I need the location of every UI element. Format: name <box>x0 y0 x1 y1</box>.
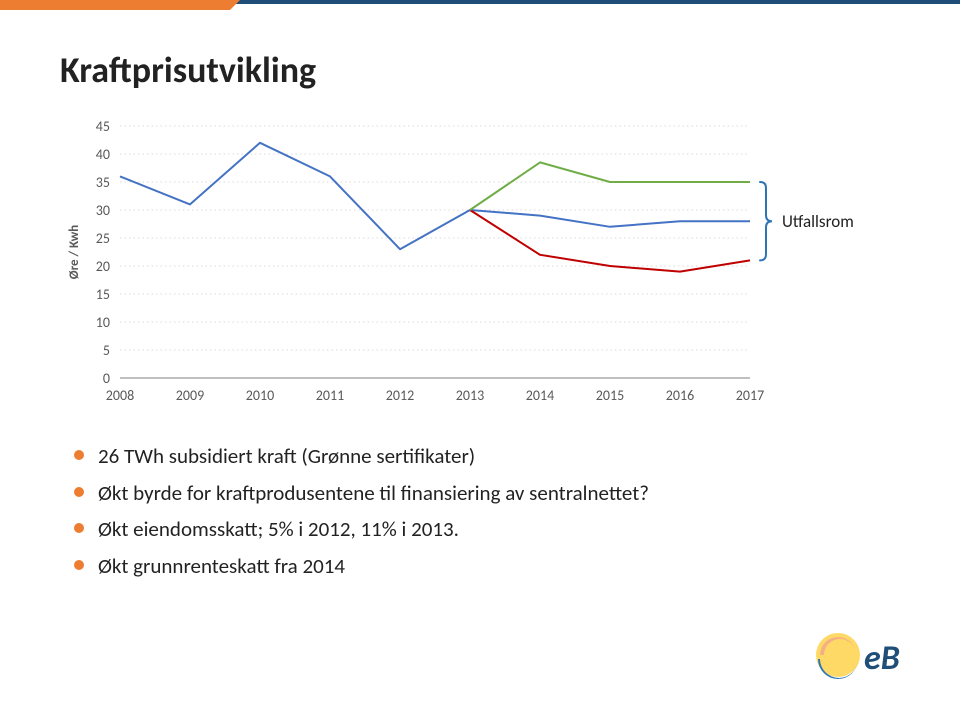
bullet-item: Økt grunnrenteskatt fra 2014 <box>98 550 900 583</box>
series-blue <box>120 143 750 249</box>
svg-text:2017: 2017 <box>736 387 764 404</box>
slide: Kraftprisutvikling 0 5 10 15 20 25 30 35 40 45 200… <box>0 0 960 707</box>
svg-text:2016: 2016 <box>666 387 694 404</box>
svg-text:2013: 2013 <box>456 387 484 404</box>
svg-text:eB: eB <box>864 638 900 679</box>
svg-text:20: 20 <box>96 258 110 275</box>
svg-text:2009: 2009 <box>176 387 204 404</box>
y-axis-label: Øre / Kwh <box>67 225 82 280</box>
svg-text:2008: 2008 <box>106 387 134 404</box>
logo: eB <box>814 629 924 681</box>
svg-text:35: 35 <box>96 174 110 191</box>
svg-text:30: 30 <box>96 202 110 219</box>
svg-text:10: 10 <box>96 314 110 331</box>
svg-text:15: 15 <box>96 286 110 303</box>
svg-text:2011: 2011 <box>316 387 344 404</box>
series-red <box>470 210 750 272</box>
legend-utfallsrom: Utfallsrom <box>782 211 854 232</box>
svg-text:2015: 2015 <box>596 387 624 404</box>
series-green <box>470 162 750 210</box>
svg-text:0: 0 <box>103 370 110 387</box>
svg-text:2010: 2010 <box>246 387 274 404</box>
svg-text:25: 25 <box>96 230 110 247</box>
range-bracket <box>760 182 772 260</box>
top-accent-orange <box>0 0 230 10</box>
price-chart: 0 5 10 15 20 25 30 35 40 45 2008 2009 2010 2011 2012 20… <box>60 118 820 418</box>
logo-svg: eB <box>814 629 924 681</box>
svg-text:45: 45 <box>96 118 110 135</box>
bullet-list: 26 TWh subsidiert kraft (Grønne sertifik… <box>98 440 900 586</box>
page-title: Kraftprisutvikling <box>60 48 316 92</box>
svg-text:2014: 2014 <box>526 387 554 404</box>
top-accent-bar <box>0 0 960 10</box>
chart-svg: 0 5 10 15 20 25 30 35 40 45 2008 2009 2010 2011 2012 20… <box>60 118 820 418</box>
svg-text:2012: 2012 <box>386 387 414 404</box>
bullet-item: 26 TWh subsidiert kraft (Grønne sertifik… <box>98 440 900 473</box>
svg-text:5: 5 <box>103 342 110 359</box>
bullet-item: Økt eiendomsskatt; 5% i 2012, 11% i 2013… <box>98 513 900 546</box>
svg-text:40: 40 <box>96 146 110 163</box>
bullet-item: Økt byrde for kraftprodusentene til fina… <box>98 477 900 510</box>
